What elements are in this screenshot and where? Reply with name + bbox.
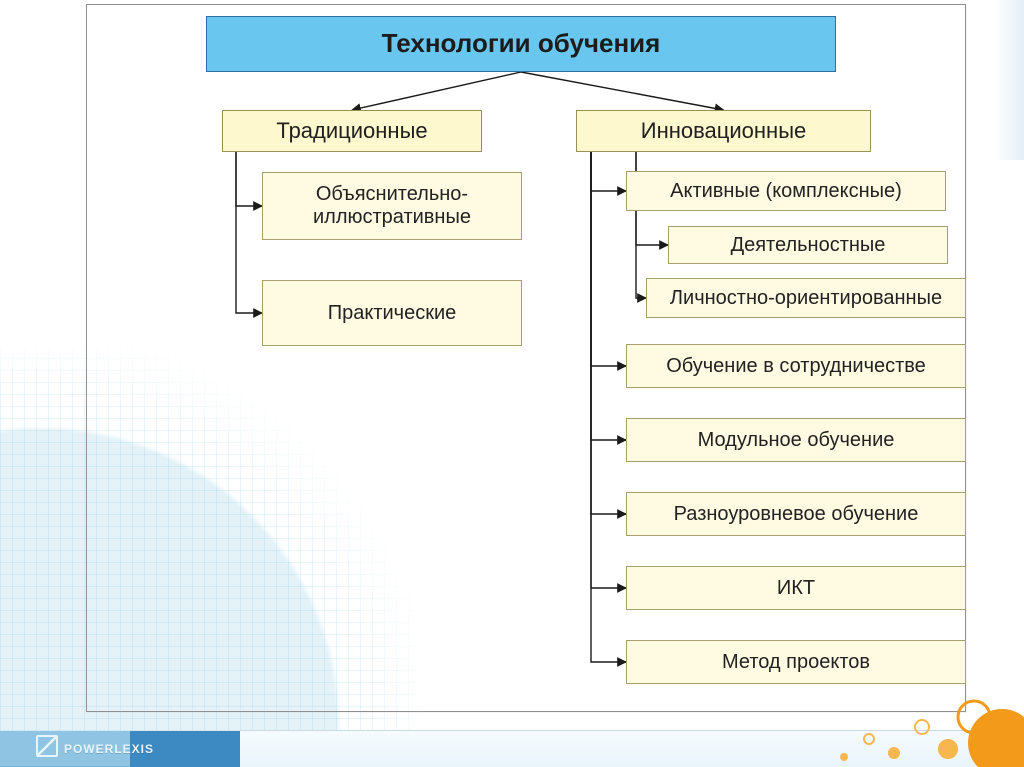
node-root: Технологии обучения [206,16,836,72]
node-i8: Метод проектов [626,640,966,684]
brand-text: POWERLEXIS [64,742,154,756]
node-label: Традиционные [276,118,427,143]
node-t1: Объяснительно- иллюстративные [262,172,522,240]
node-label: Практические [328,302,457,325]
node-label: Обучение в сотрудничестве [666,355,926,378]
node-i2: Деятельностные [668,226,948,264]
node-trad: Традиционные [222,110,482,152]
node-label: Разноуровневое обучение [674,503,919,526]
node-t2: Практические [262,280,522,346]
node-innov: Инновационные [576,110,871,152]
node-i1: Активные (комплексные) [626,171,946,211]
node-i7: ИКТ [626,566,966,610]
node-label: Деятельностные [731,234,886,257]
node-label: Модульное обучение [698,429,895,452]
node-i6: Разноуровневое обучение [626,492,966,536]
brand-icon [36,735,58,757]
node-label: Технологии обучения [382,29,661,59]
node-label: Личностно-ориентированные [670,287,942,310]
node-label: Метод проектов [722,651,870,674]
node-label: Активные (комплексные) [670,180,902,203]
node-label: ИКТ [777,577,815,600]
node-i3: Личностно-ориентированные [646,278,966,318]
node-label: Инновационные [641,118,807,143]
node-i4: Обучение в сотрудничестве [626,344,966,388]
node-label: Объяснительно- иллюстративные [313,183,471,229]
footer-brand: POWERLEXIS [36,735,154,757]
node-i5: Модульное обучение [626,418,966,462]
